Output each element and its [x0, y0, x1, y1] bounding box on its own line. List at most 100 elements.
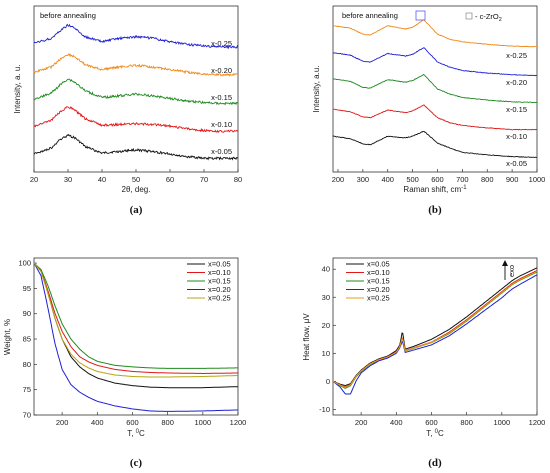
series-label: x-0.20 [506, 78, 527, 87]
series-line-x=0.25 [332, 271, 538, 388]
series-line-x-0.25 [332, 19, 538, 48]
legend-entry: x=0.05 [367, 260, 390, 269]
x-tick-label: 30 [64, 175, 72, 184]
series-group-b [332, 19, 538, 158]
series-label: x-0.10 [506, 132, 527, 141]
x-tick-label: 1000 [529, 175, 546, 184]
panel-b: 200 300 400 500 600 700 800 900 1000 x-0.25x-0.2… [312, 5, 546, 216]
legend-czro2: - c-ZrO2 [475, 12, 502, 23]
y-axis-label-b: Intensity, a.u. [312, 66, 321, 113]
series-label: x-0.20 [211, 66, 232, 75]
series-line-x-0.20 [33, 52, 239, 77]
x-tick-label: 80 [234, 175, 242, 184]
series-label: x-0.05 [506, 159, 527, 168]
x-tick-label: 400 [381, 175, 394, 184]
x-tick-label: 200 [332, 175, 345, 184]
plot-frame-b [332, 5, 538, 173]
x-tick-label: 800 [460, 418, 473, 427]
legend-entry: x=0.25 [367, 294, 390, 303]
y-tick-label: 10 [322, 349, 330, 358]
legend-entry: x=0.15 [208, 277, 231, 286]
axis-ticks-d: 200 400 600 800 1000 1200 -10 0 10 20 30 40 [319, 265, 545, 427]
plot-frame-d [332, 257, 538, 416]
x-tick-label: 600 [425, 418, 438, 427]
series-labels-a: x-0.25 x-0.20 x-0.15 x-0.10 x-0.05 [211, 39, 232, 156]
legend-square-icon [465, 12, 473, 20]
y-tick-label: 0 [326, 377, 330, 386]
series-group-c [33, 262, 239, 412]
exo-arrow-icon [502, 260, 508, 266]
annotation-b: before annealing [342, 11, 398, 20]
x-axis-label-c: T, 0C [127, 429, 145, 438]
caption-a: (a) [130, 204, 143, 216]
legend-entry: x=0.25 [208, 294, 231, 303]
y-tick-label: 20 [322, 321, 330, 330]
x-tick-label: 800 [481, 175, 494, 184]
x-axis-label-a: 2θ, deg. [122, 185, 151, 194]
x-tick-label: 1200 [529, 418, 546, 427]
legend-entry: x=0.15 [367, 277, 390, 286]
x-tick-label: 1200 [230, 418, 247, 427]
x-tick-label: 60 [166, 175, 174, 184]
legend-entry: x=0.10 [208, 268, 231, 277]
series-line-x=0.05 [33, 262, 239, 389]
x-tick-label: 300 [357, 175, 370, 184]
series-label: x-0.15 [211, 93, 232, 102]
series-label: x-0.05 [211, 147, 232, 156]
x-ticks-b: 200 300 400 500 600 700 800 900 1000 [332, 169, 546, 184]
series-group-d [332, 267, 538, 395]
x-tick-label: 500 [406, 175, 419, 184]
series-line-x-0.10 [332, 104, 538, 131]
y-tick-label: 85 [23, 335, 31, 344]
y-axis-label-d: Heat flow, μV [302, 313, 311, 361]
series-line-x=0.25 [33, 262, 238, 378]
series-line-x=0.10 [33, 262, 238, 374]
peak-marker-square [415, 10, 426, 21]
x-tick-label: 1000 [493, 418, 510, 427]
series-line-x-0.15 [332, 73, 538, 104]
series-line-x=0.05 [332, 267, 538, 387]
axis-ticks-c: 200 400 600 800 1000 1200 70 75 80 85 90 95 100 [18, 259, 246, 427]
series-group-a [33, 23, 239, 161]
series-line-x-0.15 [33, 78, 239, 106]
y-tick-label: 80 [23, 360, 31, 369]
series-label: x-0.25 [506, 51, 527, 60]
caption-d: (d) [428, 457, 442, 469]
plot-frame-a [33, 5, 239, 173]
legend-d: x=0.05x=0.10x=0.15x=0.20x=0.25 [346, 260, 390, 303]
x-tick-label: 400 [91, 418, 104, 427]
y-tick-label: 30 [322, 293, 330, 302]
x-tick-label: 600 [126, 418, 139, 427]
y-tick-label: 90 [23, 309, 31, 318]
y-tick-label: 100 [18, 259, 31, 268]
series-line-x-0.10 [33, 106, 239, 134]
series-line-x-0.25 [33, 23, 239, 50]
x-axis-label-b: Raman shift, cm-1 [403, 185, 467, 194]
y-axis-label-a: Intensity, a. u. [13, 64, 22, 113]
x-tick-label: 40 [98, 175, 106, 184]
panel-a: 20 30 40 50 60 70 80 x-0.25x-0.20x-0.15x-0.10x… [13, 5, 242, 216]
x-tick-label: 600 [431, 175, 444, 184]
x-tick-label: 400 [390, 418, 403, 427]
legend-entry: x=0.20 [208, 285, 231, 294]
series-label: x-0.15 [506, 105, 527, 114]
x-ticks-a: 20 30 40 50 60 70 80 [30, 169, 242, 184]
series-line-x-0.05 [33, 133, 239, 161]
legend-c: x=0.05x=0.10x=0.15x=0.20x=0.25 [187, 260, 231, 303]
legend-entry: x=0.05 [208, 260, 231, 269]
x-tick-label: 1000 [194, 418, 211, 427]
x-tick-label: 20 [30, 175, 38, 184]
x-tick-label: 50 [132, 175, 140, 184]
series-labels-b: x-0.25 x-0.20 x-0.15 x-0.10 x-0.05 [506, 51, 527, 168]
x-tick-label: 200 [355, 418, 368, 427]
y-axis-label-c: Weight, % [3, 319, 12, 355]
x-tick-label: 70 [200, 175, 208, 184]
y-tick-label: 95 [23, 284, 31, 293]
x-tick-label: 900 [506, 175, 519, 184]
series-line-x=0.20 [33, 262, 239, 412]
plot-frame-c [33, 257, 239, 416]
exo-label: exo [507, 265, 516, 277]
y-tick-label: 70 [23, 411, 31, 420]
series-label: x-0.10 [211, 120, 232, 129]
legend-entry: x=0.20 [367, 285, 390, 294]
